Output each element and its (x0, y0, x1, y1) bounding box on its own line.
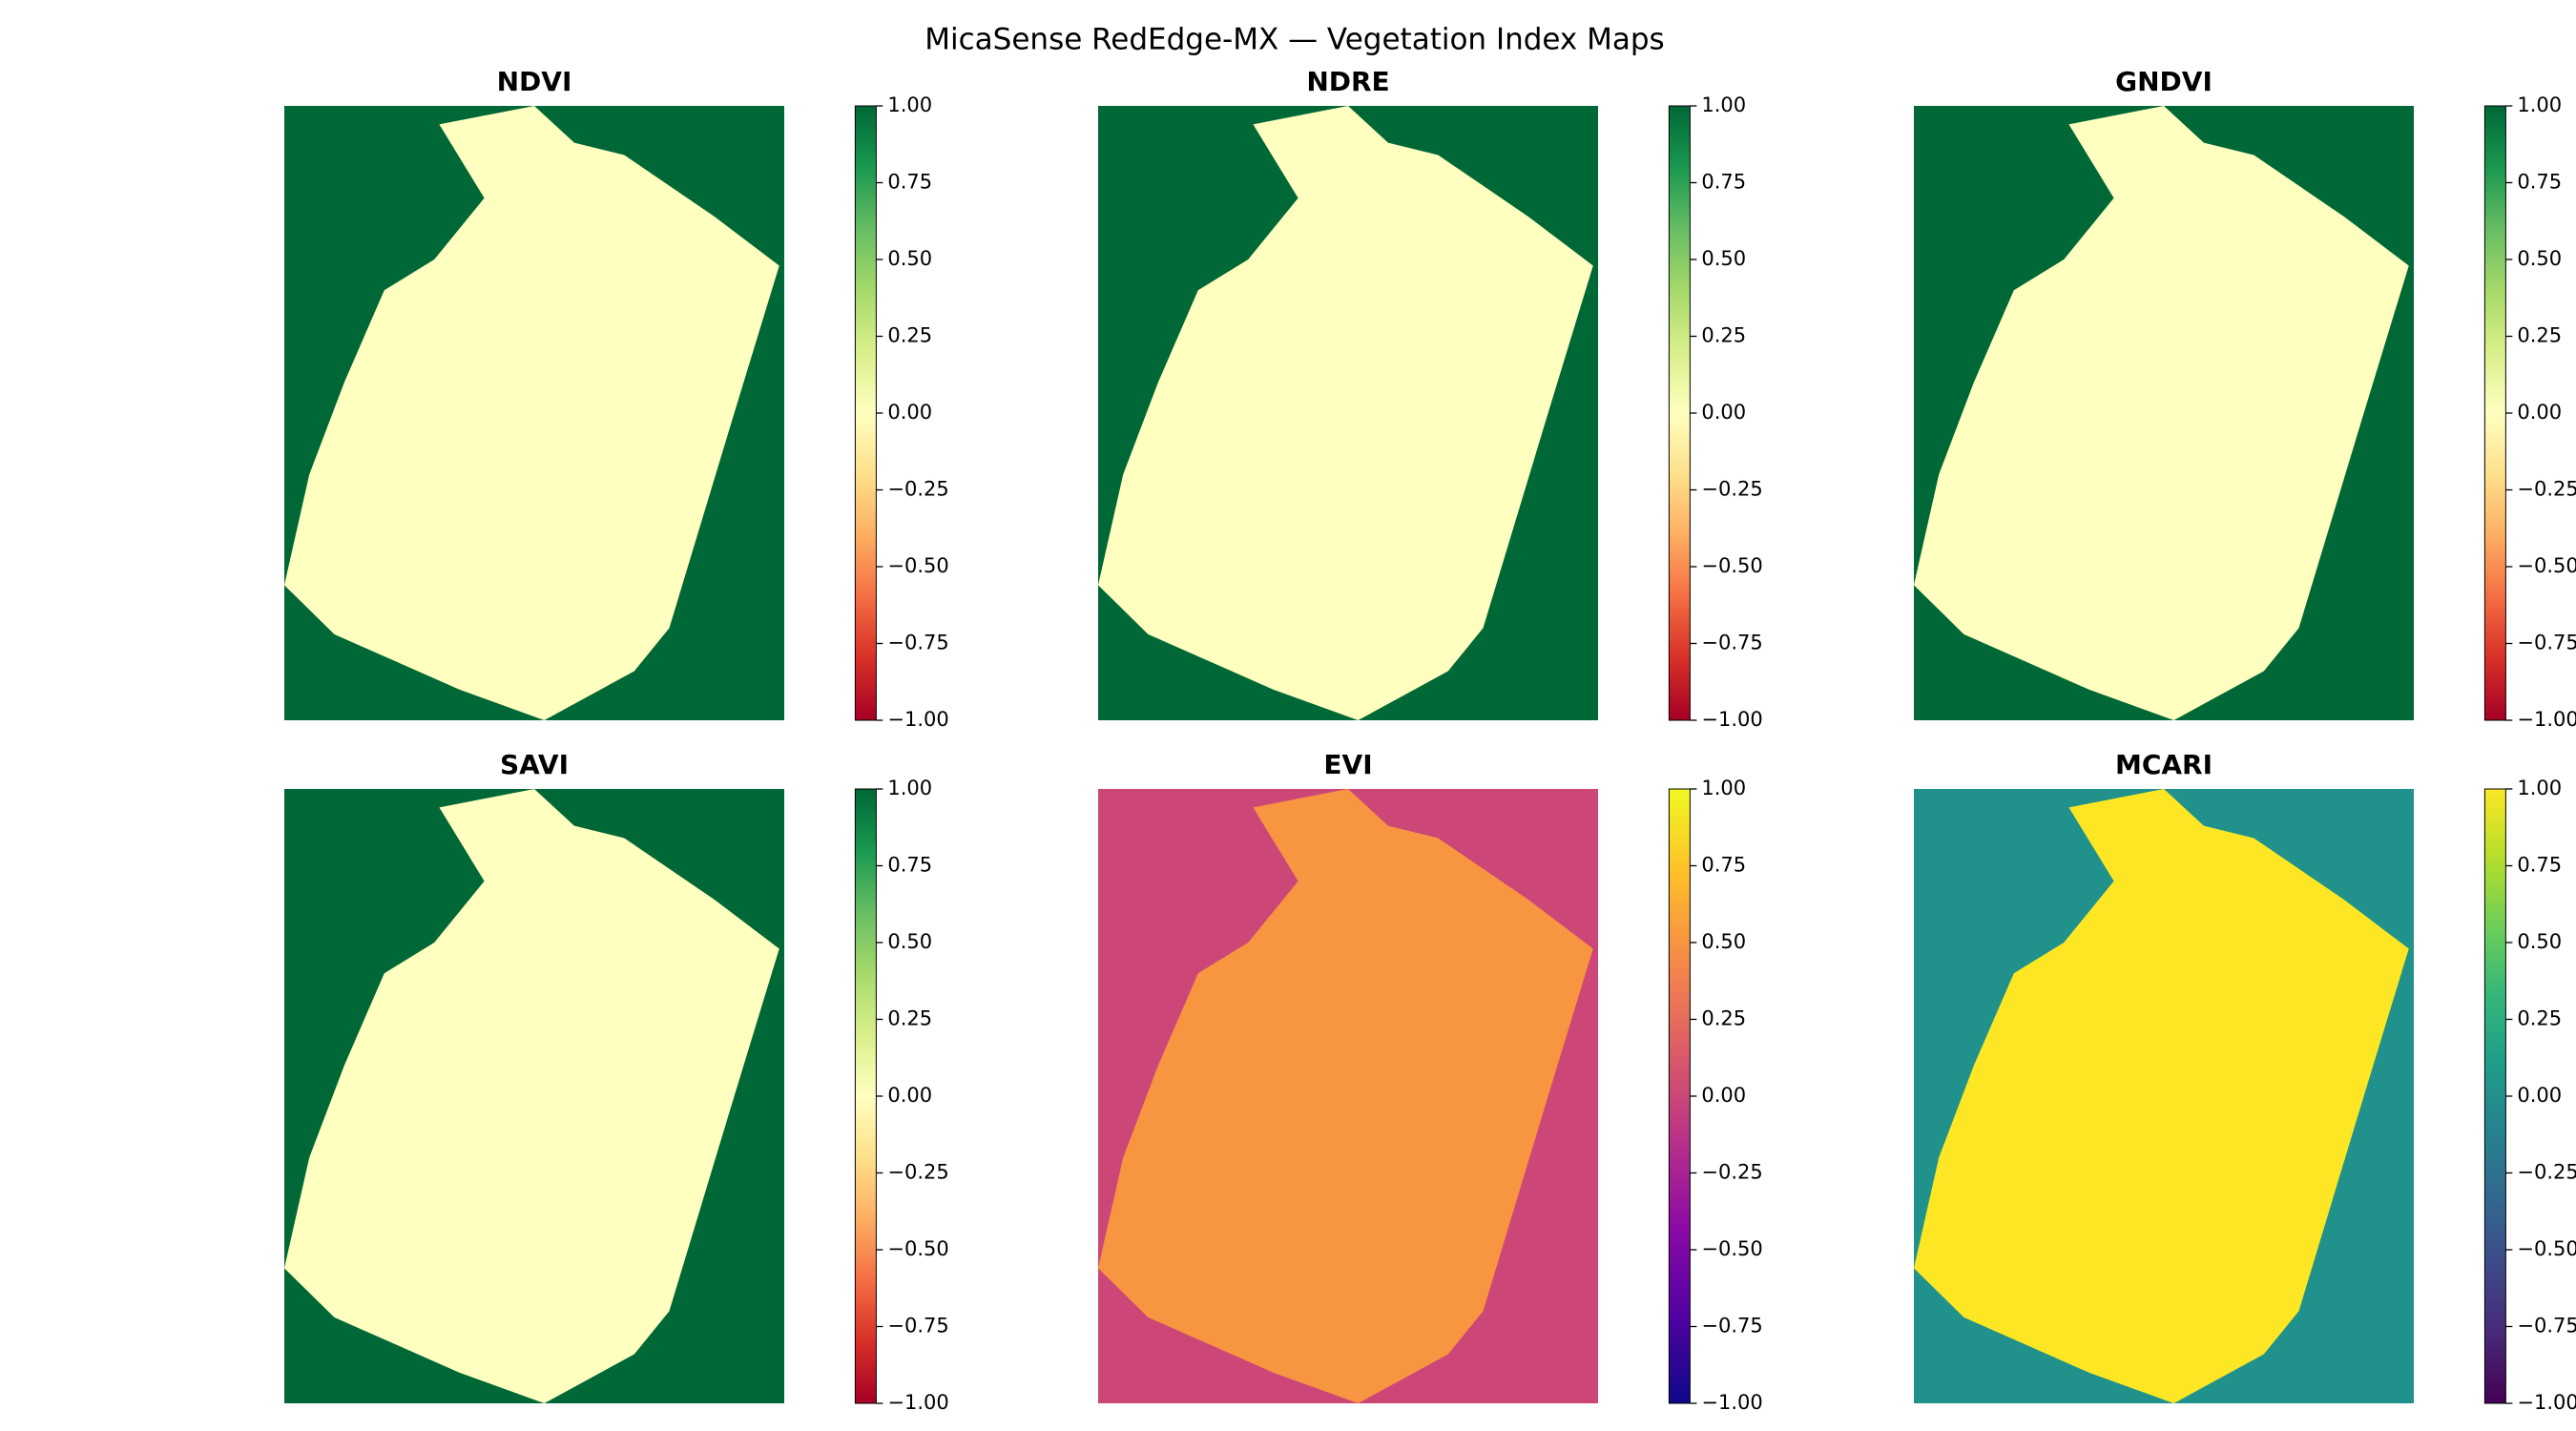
field-area (1914, 106, 2409, 720)
colorbar (2483, 105, 2506, 721)
colorbar-tick-label: 1.00 (1701, 93, 1746, 116)
colorbar-tick-label: −0.75 (2517, 1315, 2576, 1338)
colorbar-tick-label: −0.75 (887, 1315, 948, 1338)
colorbar-tick-label: 0.00 (887, 401, 932, 424)
colorbar-tick-label: 1.00 (887, 777, 932, 799)
colorbar-tick-label: 0.50 (1701, 247, 1746, 270)
colorbar-tick-label: 0.75 (887, 854, 932, 877)
colorbar (854, 788, 877, 1404)
colorbar (2483, 788, 2506, 1404)
colorbar-tick-label: −0.25 (2517, 478, 2576, 501)
colorbar-tick-label: 0.00 (2517, 401, 2562, 424)
colorbar-tick-label: −0.50 (887, 1237, 948, 1260)
colorbar-tick-label: 1.00 (1701, 777, 1746, 799)
colorbar-tick-label: −0.50 (887, 554, 948, 577)
colorbar (1668, 788, 1691, 1404)
panel-title: NDRE (1306, 66, 1389, 97)
field-area (284, 789, 779, 1403)
colorbar-tick-label: −0.25 (887, 478, 948, 501)
colorbar-tick-label: 0.00 (887, 1084, 932, 1107)
colorbar-tick-label: 0.75 (1701, 854, 1746, 877)
field-area (1098, 789, 1593, 1403)
colorbar-tick-label: 0.50 (1701, 930, 1746, 953)
colorbar-tick-label: 1.00 (2517, 93, 2562, 116)
colorbar-tick-label: 0.25 (1701, 1007, 1746, 1030)
colorbar-tick-label: −0.75 (1701, 1315, 1762, 1338)
colorbar-tick-label: 0.50 (887, 930, 932, 953)
colorbar-tick-label: 1.00 (887, 93, 932, 116)
colorbar-tick-label: −1.00 (2517, 708, 2576, 731)
panel-title: EVI (1323, 749, 1372, 780)
colorbar-tick-label: −0.50 (1701, 554, 1762, 577)
panel-title: NDVI (497, 66, 572, 97)
colorbar-tick-label: −1.00 (1701, 708, 1762, 731)
colorbar-tick-label: 0.25 (887, 1007, 932, 1030)
colorbar-tick-label: 0.00 (2517, 1084, 2562, 1107)
colorbar-tick-label: −1.00 (2517, 1391, 2576, 1414)
colorbar-tick-label: 0.25 (2517, 324, 2562, 347)
colorbar-tick-label: 0.75 (2517, 854, 2562, 877)
colorbar-tick-label: 0.50 (887, 247, 932, 270)
colorbar-tick-label: 0.25 (1701, 324, 1746, 347)
colorbar (854, 105, 877, 721)
colorbar-tick-label: −0.25 (887, 1161, 948, 1184)
colorbar-tick-label: 0.75 (887, 171, 932, 194)
panel-title: GNDVI (2115, 66, 2212, 97)
colorbar-tick-label: 0.25 (887, 324, 932, 347)
colorbar-tick-label: 0.50 (2517, 930, 2562, 953)
figure-title: MicaSense RedEdge-MX — Vegetation Index … (924, 23, 1664, 57)
colorbar-tick-label: −0.50 (1701, 1237, 1762, 1260)
colorbar-tick-label: 0.75 (2517, 171, 2562, 194)
colorbar-tick-label: −0.75 (2517, 632, 2576, 654)
colorbar-tick-label: −0.75 (1701, 632, 1762, 654)
colorbar-tick-label: −0.50 (2517, 554, 2576, 577)
colorbar-tick-label: 0.25 (2517, 1007, 2562, 1030)
colorbar-tick-label: −0.25 (2517, 1161, 2576, 1184)
colorbar-tick-label: 0.00 (1701, 1084, 1746, 1107)
colorbar-tick-label: −0.25 (1701, 478, 1762, 501)
colorbar-tick-label: −1.00 (1701, 1391, 1762, 1414)
panel-title: MCARI (2115, 749, 2212, 780)
field-area (1914, 789, 2409, 1403)
colorbar-tick-label: −0.75 (887, 632, 948, 654)
colorbar-tick-label: 0.00 (1701, 401, 1746, 424)
colorbar-tick-label: 0.50 (2517, 247, 2562, 270)
panel-title: SAVI (500, 749, 569, 780)
colorbar (1668, 105, 1691, 721)
colorbar-tick-label: −0.50 (2517, 1237, 2576, 1260)
field-area (1098, 106, 1593, 720)
colorbar-tick-label: 1.00 (2517, 777, 2562, 799)
colorbar-tick-label: −1.00 (887, 1391, 948, 1414)
colorbar-tick-label: −0.25 (1701, 1161, 1762, 1184)
colorbar-tick-label: −1.00 (887, 708, 948, 731)
field-area (284, 106, 779, 720)
colorbar-tick-label: 0.75 (1701, 171, 1746, 194)
